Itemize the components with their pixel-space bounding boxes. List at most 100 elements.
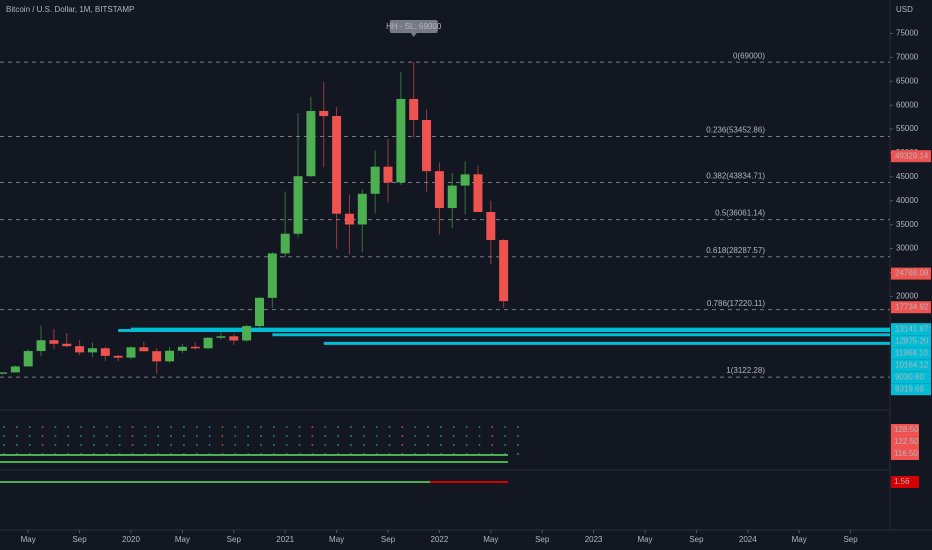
indicator-dot	[478, 444, 481, 446]
indicator-dot	[517, 453, 519, 455]
indicator-dot	[144, 444, 147, 446]
indicator-dot	[491, 444, 494, 446]
indicator-dot	[195, 426, 198, 428]
indicator-dot	[28, 426, 31, 428]
indicator-dot	[439, 444, 442, 446]
candle-body	[255, 297, 264, 327]
indicator-dot	[260, 444, 262, 446]
indicator-dot	[452, 444, 455, 446]
indicator-dot	[80, 435, 83, 437]
indicator-dot	[118, 426, 121, 428]
indicator-dot	[491, 426, 494, 428]
indicator-dot	[272, 426, 275, 428]
indicator-dot	[401, 426, 404, 428]
indicator-dot	[234, 426, 237, 428]
price-tag-label: 8319.69	[895, 384, 924, 393]
indicator-dot	[54, 444, 57, 446]
indicator-dot	[478, 426, 481, 428]
indicator-dot	[337, 435, 340, 437]
indicator-dot	[298, 435, 301, 437]
x-tick-label: Sep	[227, 535, 242, 544]
candle-body	[216, 336, 226, 338]
fib-label: 0.618(28287.57)	[706, 246, 765, 255]
price-tag-label: 17734.92	[895, 302, 929, 311]
candle-body	[499, 239, 509, 302]
candle-body	[280, 233, 290, 254]
indicator-tag-label: 1.56	[894, 477, 910, 486]
indicator-dot	[195, 444, 198, 446]
indicator-dot	[465, 435, 468, 437]
annotation-text: HH - SL: 69000	[386, 22, 442, 31]
indicator-dot	[131, 444, 134, 446]
indicator-dot	[452, 435, 455, 437]
indicator-dot	[247, 426, 250, 428]
price-tag-label: 24768.08	[895, 269, 929, 278]
indicator-dot	[182, 444, 185, 446]
fib-label: 0.382(43834.71)	[706, 172, 765, 181]
indicator-dot	[285, 426, 288, 428]
indicator-dot	[414, 435, 417, 437]
candle-body	[126, 347, 136, 358]
indicator-dot	[465, 444, 468, 446]
y-tick-label: 75000	[896, 29, 919, 38]
fib-label: 0.236(53452.86)	[706, 126, 765, 135]
candle-body	[113, 355, 123, 358]
price-tag-label: 9030.80	[895, 372, 924, 381]
candle-body	[344, 213, 354, 225]
y-tick-label: 65000	[896, 76, 919, 85]
candle-body	[319, 110, 329, 117]
indicator-dot	[285, 435, 288, 437]
indicator-dot	[92, 444, 95, 446]
y-tick-label: 20000	[896, 291, 919, 300]
candle-body	[49, 340, 59, 344]
x-tick-label: Sep	[843, 535, 858, 544]
indicator-dot	[388, 426, 391, 428]
indicator-dot	[504, 426, 507, 428]
fib-label: 0.5(36061.14)	[715, 209, 765, 218]
x-tick-label: May	[21, 535, 36, 544]
indicator-dot	[349, 435, 352, 437]
indicator-dot	[157, 444, 160, 446]
indicator-dot	[260, 426, 262, 428]
price-tag	[891, 335, 931, 348]
candle-body	[177, 346, 187, 351]
price-tag	[891, 371, 931, 384]
candle-body	[383, 166, 393, 183]
indicator-dot	[28, 444, 31, 446]
candle-body	[229, 336, 239, 341]
indicator-dot	[131, 435, 134, 437]
price-tag	[891, 359, 931, 372]
indicator-dot	[362, 435, 365, 437]
indicator-dot	[324, 444, 327, 446]
candle-body	[62, 343, 72, 347]
x-tick-label: May	[483, 535, 498, 544]
indicator-tag-label: 116.50	[894, 449, 918, 458]
candle-body	[36, 340, 46, 352]
indicator-dot	[298, 426, 301, 428]
indicator-dot	[362, 444, 365, 446]
candle-body	[139, 347, 149, 352]
x-tick-label: 2023	[585, 535, 603, 544]
indicator-dot	[427, 435, 430, 437]
x-tick-label: May	[792, 535, 807, 544]
candle-body	[23, 351, 33, 367]
y-tick-label: 30000	[896, 244, 919, 253]
indicator-dot	[234, 435, 237, 437]
x-tick-label: May	[175, 535, 190, 544]
indicator-dot	[118, 444, 121, 446]
price-tag-label: 10164.12	[895, 360, 929, 369]
price-tag	[891, 150, 931, 163]
indicator-tag	[891, 436, 919, 448]
indicator-dot	[362, 426, 365, 428]
indicator-dot	[337, 426, 340, 428]
indicator-dot	[221, 444, 224, 446]
price-tag-label: 11964.10	[895, 348, 928, 357]
indicator-dot	[221, 435, 224, 437]
price-tag-label: 12875.20	[895, 336, 929, 345]
candle-body	[87, 348, 97, 353]
indicator-dot	[375, 426, 378, 428]
y-tick-label: 35000	[896, 220, 919, 229]
indicator-dot	[221, 426, 224, 428]
currency-label: USD	[896, 5, 913, 14]
